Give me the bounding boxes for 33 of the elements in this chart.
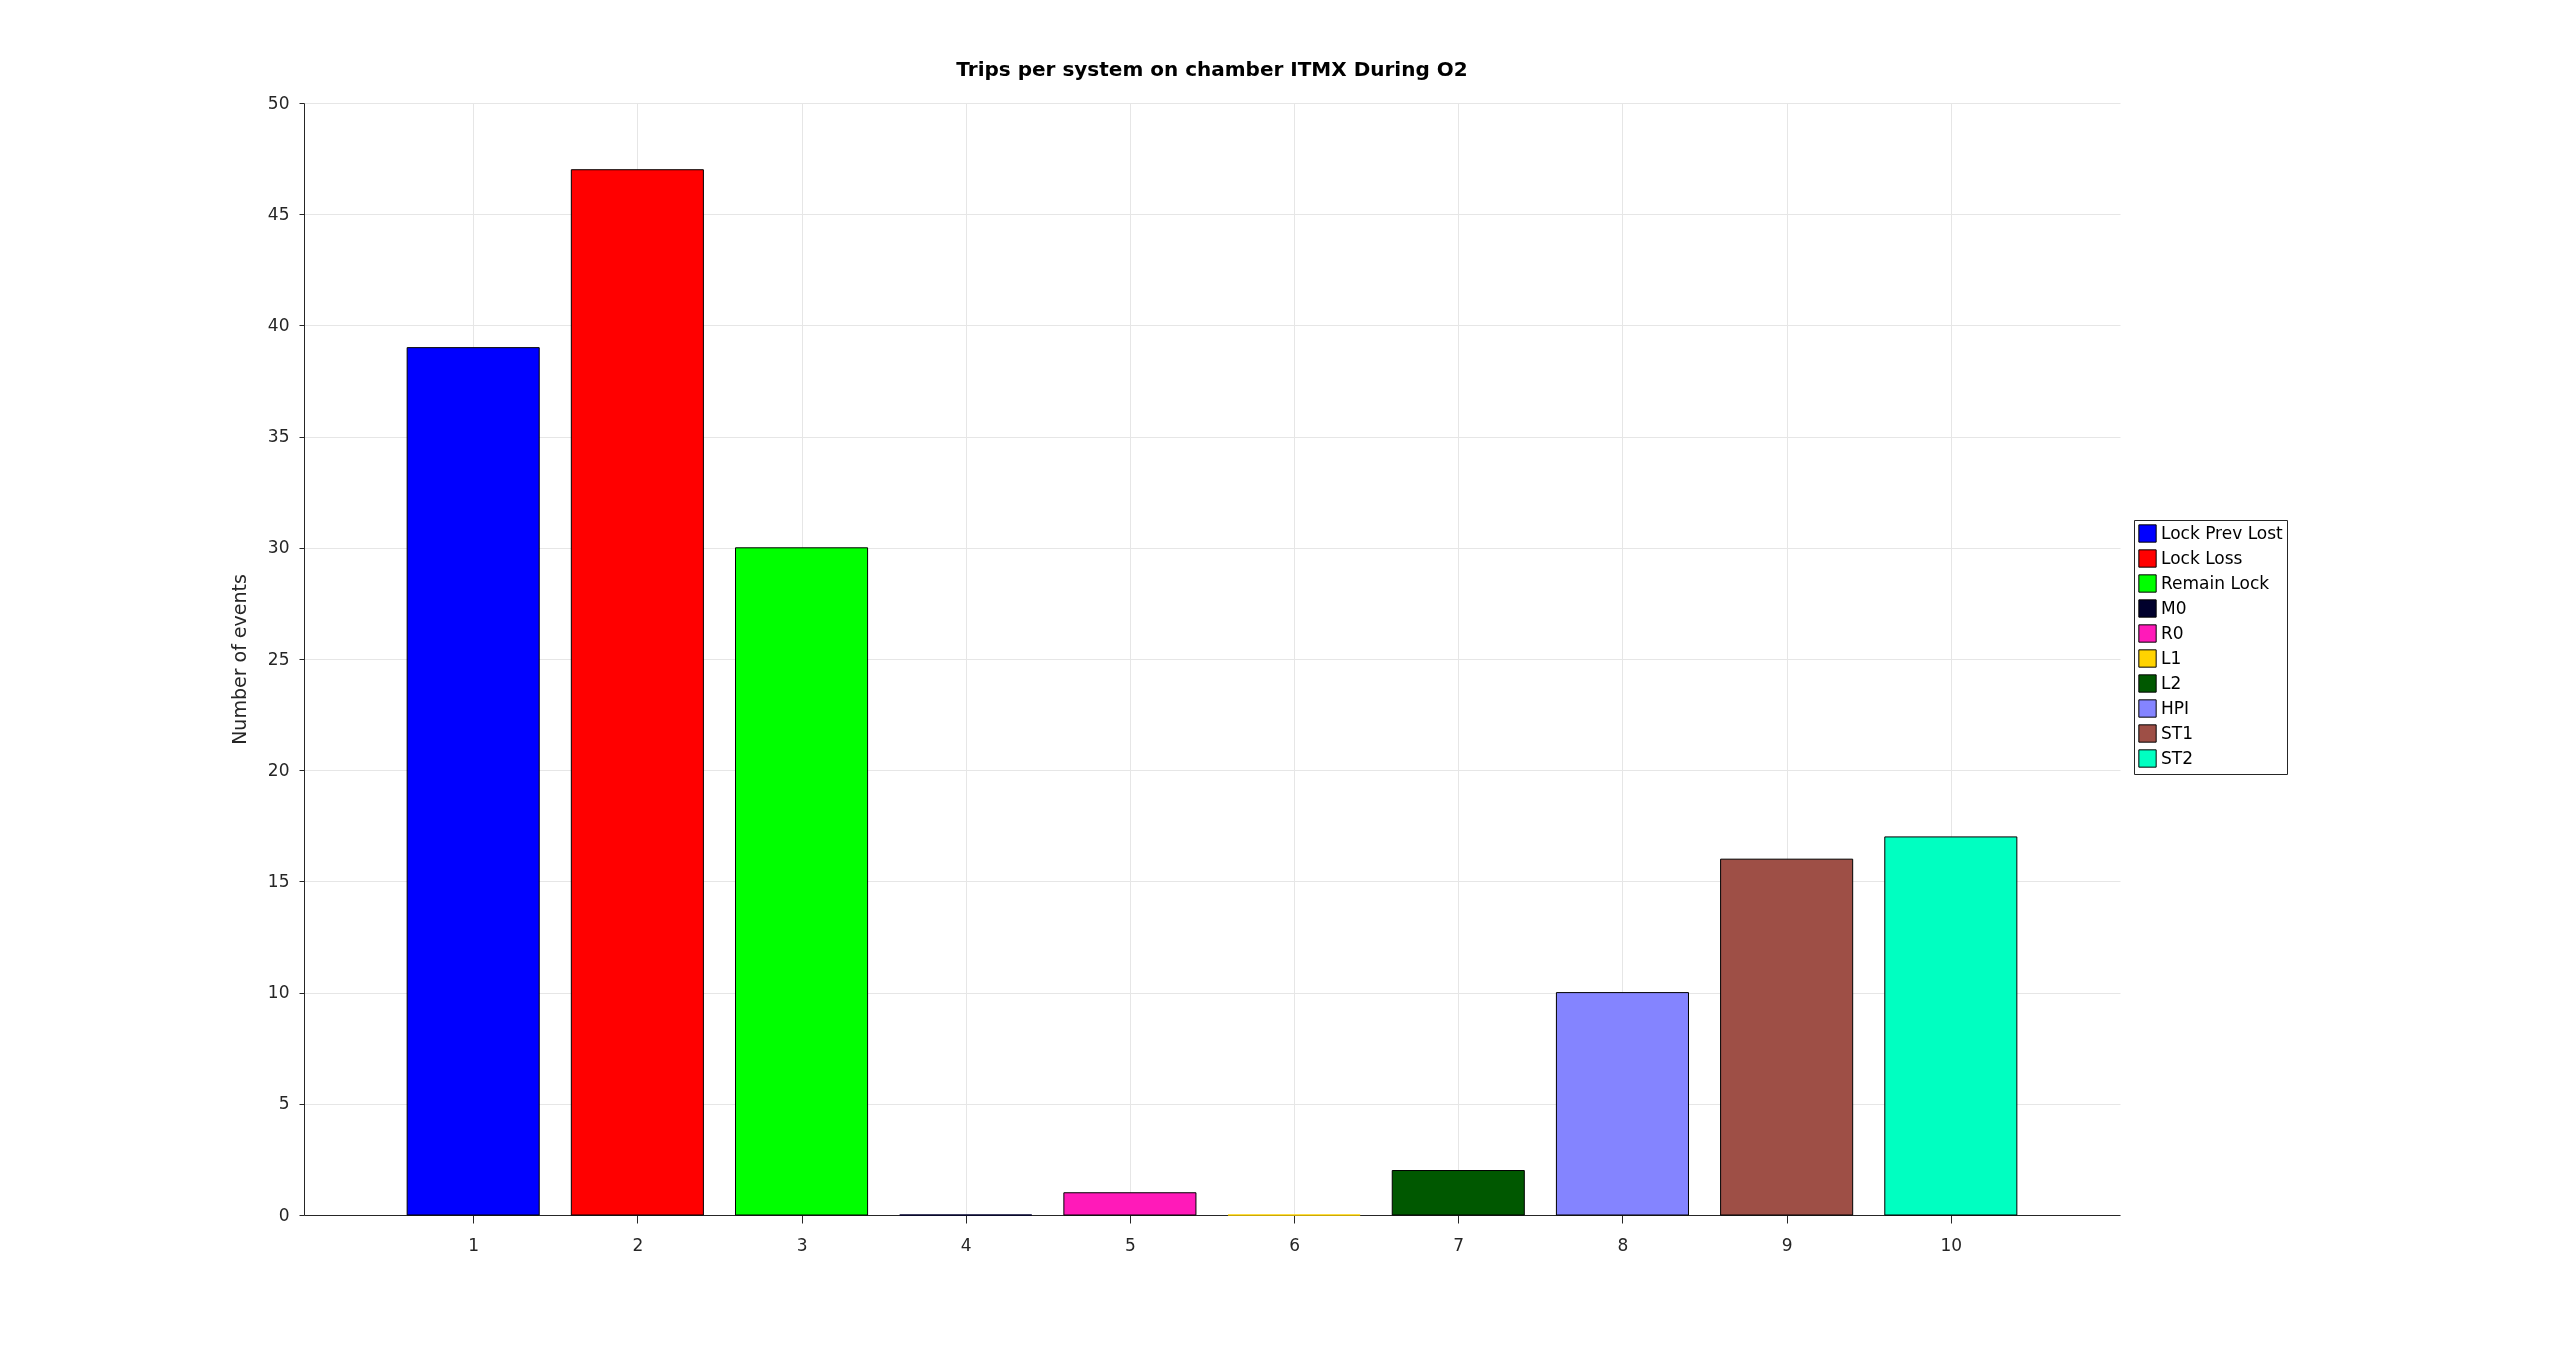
y-tick-label: 25 xyxy=(267,648,290,669)
y-axis-title: Number of events xyxy=(227,574,250,745)
y-tick-label: 5 xyxy=(278,1093,290,1114)
x-tick-label: 8 xyxy=(1617,1234,1629,1255)
y-tick-label: 0 xyxy=(278,1204,290,1225)
x-tick-label: 10 xyxy=(1940,1234,1963,1255)
legend-label: ST1 xyxy=(2161,722,2193,743)
x-tick-label: 4 xyxy=(960,1234,972,1255)
y-tick-label: 45 xyxy=(267,203,290,224)
x-tick-label: 6 xyxy=(1289,1234,1300,1255)
x-tick-label: 2 xyxy=(632,1234,644,1255)
legend-label: L2 xyxy=(2161,672,2182,693)
y-tick-label: 50 xyxy=(267,92,290,113)
y-tick-label: 35 xyxy=(267,426,290,447)
y-tick-label: 30 xyxy=(267,537,290,558)
legend-label: Lock Loss xyxy=(2161,547,2243,568)
x-tick-label: 3 xyxy=(796,1234,808,1255)
legend-label: Remain Lock xyxy=(2161,572,2270,593)
x-tick-label: 9 xyxy=(1781,1234,1793,1255)
x-tick-label: 1 xyxy=(468,1234,480,1255)
y-tick-label: 20 xyxy=(267,759,290,780)
x-tick-label: 7 xyxy=(1453,1234,1465,1255)
legend-label: M0 xyxy=(2161,597,2187,618)
legend-label: L1 xyxy=(2161,647,2182,668)
y-tick-label: 10 xyxy=(267,982,290,1003)
x-tick-label: 5 xyxy=(1125,1234,1136,1255)
legend-label: HPI xyxy=(2161,697,2190,718)
y-tick-label: 40 xyxy=(267,314,290,335)
y-tick-label: 15 xyxy=(267,870,290,891)
legend-label: Lock Prev Lost xyxy=(2161,522,2284,543)
chart-title: Trips per system on chamber ITMX During O2 xyxy=(956,57,1468,81)
legend-label: R0 xyxy=(2161,622,2184,643)
legend-label: ST2 xyxy=(2161,747,2193,768)
